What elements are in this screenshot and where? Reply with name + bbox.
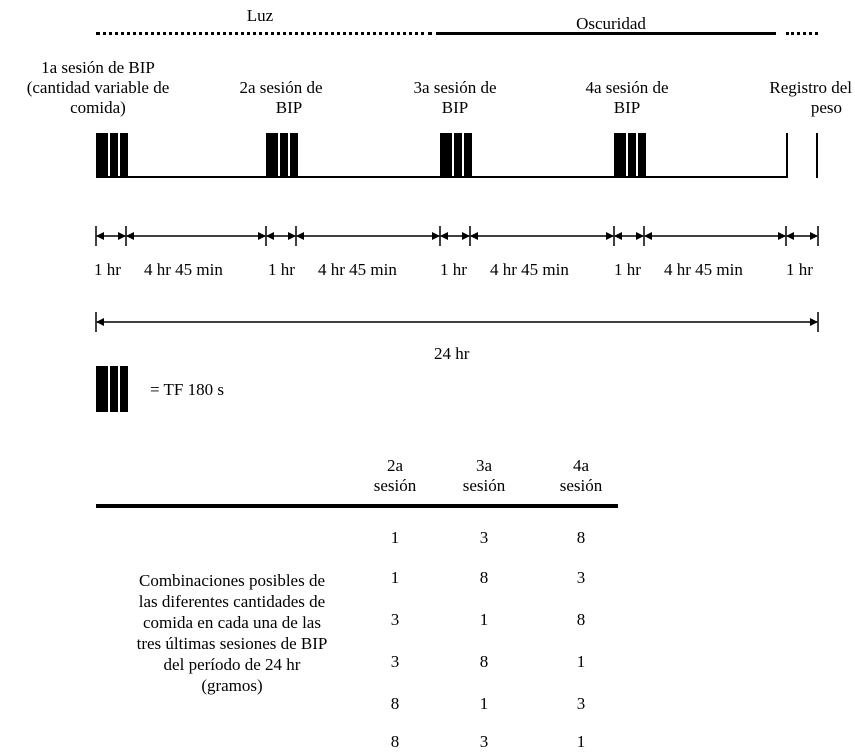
table-cell: 1 (390, 528, 400, 547)
session-4-label: 4a sesión de BIP (560, 78, 694, 118)
table-cell: 3 (390, 652, 400, 671)
session-3-line-1: 3a sesión de (413, 78, 497, 97)
table-cell: 1 (479, 610, 489, 629)
session-3-label: 3a sesión de BIP (388, 78, 522, 118)
table-cell: 8 (479, 568, 489, 587)
table-header-2a-line-2: sesión (373, 476, 417, 495)
table-description-line-2: las diferentes cantidades de (138, 592, 326, 611)
table-header-4a-line-1: 4a (572, 456, 590, 475)
session-3-line-2: BIP (441, 98, 469, 117)
session-1-line-3: comida) (70, 98, 126, 117)
table-header-3a-line-1: 3a (475, 456, 493, 475)
table-header-2a: 2a sesión (362, 456, 428, 496)
table-cell: 1 (390, 568, 400, 587)
table-cell: 3 (576, 568, 586, 587)
session-1-line-2: (cantidad variable de (26, 78, 170, 97)
weight-record-line-2: peso (810, 98, 842, 117)
weight-record-line-1: Registro del (769, 78, 852, 97)
interval-label-4: 4 hr 45 min (318, 260, 397, 279)
light-phase-label: Luz (246, 6, 274, 25)
interval-label-1: 1 hr (94, 260, 121, 279)
interval-label-2: 4 hr 45 min (144, 260, 223, 279)
session-2-block (266, 133, 300, 178)
total-duration-label: 24 hr (434, 344, 470, 363)
table-cell: 3 (390, 610, 400, 629)
interval-segments (95, 226, 819, 246)
table-header-2a-line-1: 2a (386, 456, 404, 475)
interval-label-8: 4 hr 45 min (664, 260, 743, 279)
table-description-line-3: comida en cada una de las (143, 613, 321, 632)
weight-record-label: Registro del peso (720, 78, 852, 118)
dark-phase-line (436, 32, 776, 35)
interval-label-7: 1 hr (614, 260, 641, 279)
table-description-line-1: Combinaciones posibles de (138, 571, 326, 590)
dark-phase-dotted-end (786, 32, 818, 35)
session-4-line-1: 4a sesión de (585, 78, 669, 97)
interval-label-3: 1 hr (268, 260, 295, 279)
table-cell: 1 (479, 694, 489, 713)
table-cell: 8 (576, 528, 586, 547)
table-cell: 8 (390, 694, 400, 713)
dark-phase-label: Oscuridad (576, 14, 646, 33)
table-header-4a: 4a sesión (544, 456, 618, 496)
weight-record-tick-right (816, 133, 818, 178)
table-cell: 8 (479, 652, 489, 671)
table-header-3a: 3a sesión (448, 456, 520, 496)
table-cell: 3 (479, 528, 489, 547)
light-phase-line (96, 32, 432, 35)
interval-label-6: 4 hr 45 min (490, 260, 569, 279)
table-cell: 8 (390, 732, 400, 751)
table-cell: 1 (576, 732, 586, 751)
table-description: Combinaciones posibles de las diferentes… (96, 570, 368, 696)
table-description-line-5: del período de 24 hr (163, 655, 301, 674)
legend-block (96, 366, 130, 412)
interval-label-9: 1 hr (786, 260, 813, 279)
table-cell: 3 (479, 732, 489, 751)
weight-record-tick-left (786, 133, 788, 178)
table-description-line-6: (gramos) (201, 676, 263, 695)
table-header-4a-line-2: sesión (559, 476, 603, 495)
session-2-line-2: BIP (275, 98, 303, 117)
table-cell: 1 (576, 652, 586, 671)
table-header-rule (96, 504, 618, 508)
session-2-label: 2a sesión de BIP (214, 78, 348, 118)
session-2-line-1: 2a sesión de (239, 78, 323, 97)
session-4-line-2: BIP (613, 98, 641, 117)
legend-label: = TF 180 s (150, 380, 224, 399)
table-description-line-4: tres últimas sesiones de BIP (136, 634, 328, 653)
session-1-label: 1a sesión de BIP (cantidad variable de c… (0, 58, 196, 118)
total-span-arrow (95, 312, 819, 332)
session-3-block (440, 133, 474, 178)
table-header-3a-line-2: sesión (462, 476, 506, 495)
table-cell: 8 (576, 610, 586, 629)
interval-label-5: 1 hr (440, 260, 467, 279)
table-cell: 3 (576, 694, 586, 713)
session-1-block (96, 133, 130, 178)
session-1-line-1: 1a sesión de BIP (41, 58, 155, 77)
session-4-block (614, 133, 648, 178)
